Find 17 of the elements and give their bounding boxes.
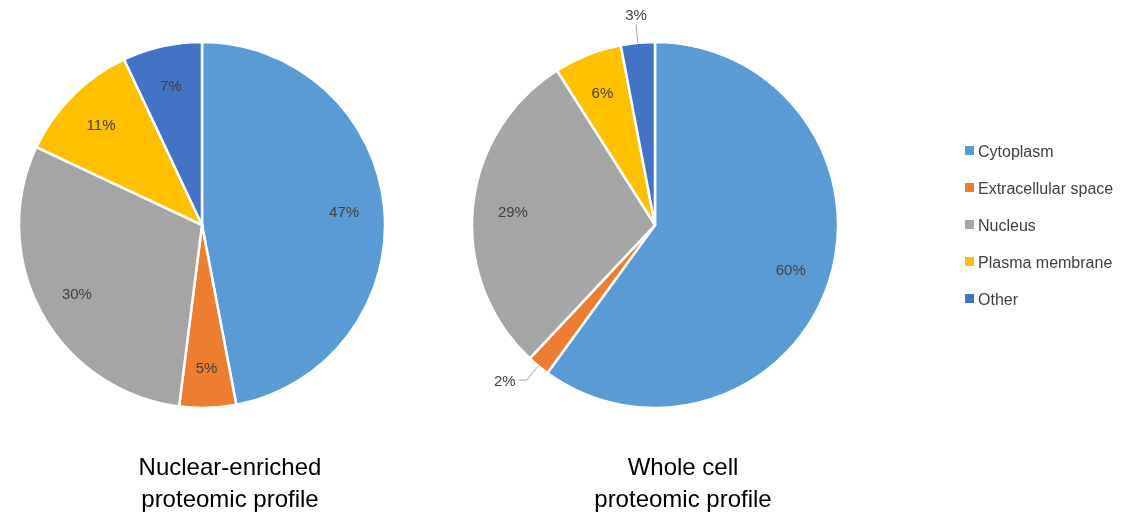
data-label: 29%: [497, 203, 528, 221]
data-label: 2%: [494, 371, 516, 389]
data-label: 11%: [86, 115, 116, 133]
text: Whole cell proteomic profile: [594, 453, 772, 512]
legend-label: Extracellular space: [978, 179, 1114, 197]
legend-label: Cytoplasm: [978, 142, 1054, 160]
data-label: 60%: [775, 260, 806, 278]
text: Nuclear-enriched proteomic profile: [138, 453, 322, 512]
data-label: 5%: [195, 359, 218, 377]
data-label: 6%: [591, 83, 614, 101]
legend-label: Other: [978, 290, 1019, 308]
data-label: 47%: [329, 203, 360, 221]
data-label: 7%: [160, 77, 182, 95]
legend-label: Nucleus: [978, 216, 1036, 234]
data-label: 30%: [61, 285, 92, 303]
data-label: 3%: [625, 6, 647, 24]
legend-label: Plasma membrane: [978, 253, 1113, 271]
